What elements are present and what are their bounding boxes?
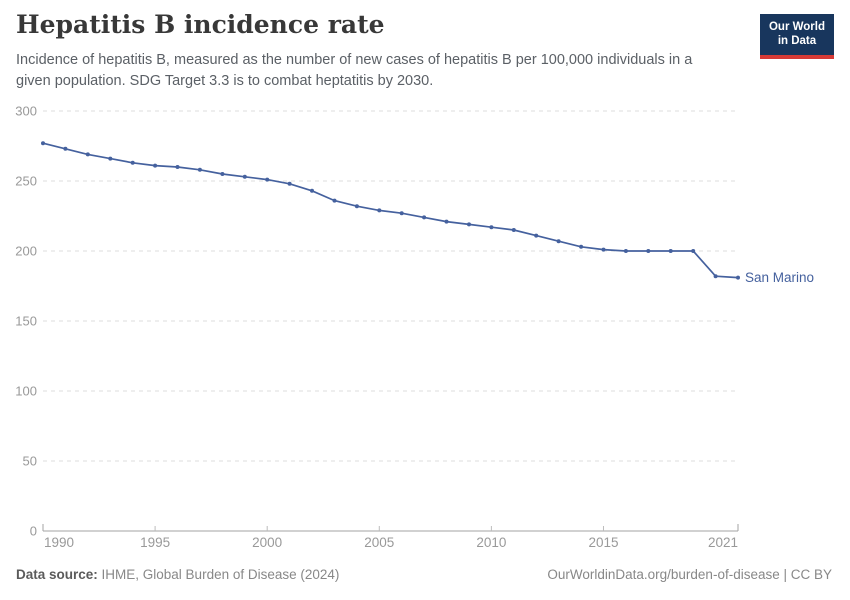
data-point[interactable] bbox=[220, 172, 225, 176]
y-tick-label: 100 bbox=[15, 384, 37, 399]
data-source-label: Data source: bbox=[16, 567, 98, 582]
chart-footer: Data source: IHME, Global Burden of Dise… bbox=[16, 567, 832, 582]
page-title: Hepatitis B incidence rate bbox=[16, 10, 385, 39]
data-point[interactable] bbox=[354, 204, 359, 209]
x-tick-label: 2015 bbox=[588, 535, 618, 550]
owid-logo-stripe bbox=[759, 54, 834, 59]
data-point[interactable] bbox=[153, 163, 158, 168]
data-point[interactable] bbox=[287, 181, 292, 186]
data-point[interactable] bbox=[601, 247, 606, 252]
data-point[interactable] bbox=[332, 198, 337, 203]
x-tick-label: 2010 bbox=[476, 535, 506, 550]
data-point[interactable] bbox=[310, 188, 314, 193]
x-tick-label: 2000 bbox=[252, 535, 282, 550]
chart-subtitle: Incidence of hepatitis B, measured as th… bbox=[16, 52, 693, 90]
data-point[interactable] bbox=[242, 174, 247, 179]
data-source-text: IHME, Global Burden of Disease (2024) bbox=[97, 567, 340, 582]
data-point[interactable] bbox=[444, 219, 449, 224]
line-chart[interactable]: 0 50 100 150 200 250 300 1990 1995 2000 2005 2010 20… bbox=[0, 0, 850, 560]
data-point[interactable] bbox=[130, 160, 135, 165]
owid-logo[interactable]: Our World in Data bbox=[759, 14, 834, 59]
owid-logo-line1: Our World bbox=[768, 21, 825, 33]
owid-logo-box: Our World in Data bbox=[759, 14, 834, 55]
data-point[interactable] bbox=[85, 152, 90, 157]
y-tick-label: 200 bbox=[15, 244, 37, 259]
series-end-label[interactable]: San Marino bbox=[745, 270, 814, 285]
data-point[interactable] bbox=[63, 146, 68, 151]
x-tick-label: 1990 bbox=[44, 535, 74, 550]
data-point[interactable] bbox=[399, 211, 404, 216]
y-tick-label: 300 bbox=[15, 104, 37, 119]
data-point[interactable] bbox=[467, 222, 471, 227]
data-point[interactable] bbox=[534, 233, 539, 238]
data-point[interactable] bbox=[713, 274, 718, 279]
data-point[interactable] bbox=[736, 275, 740, 280]
data-point[interactable] bbox=[646, 249, 651, 253]
data-point[interactable] bbox=[108, 156, 113, 161]
data-point[interactable] bbox=[691, 249, 696, 253]
data-point[interactable] bbox=[511, 228, 516, 232]
data-point[interactable] bbox=[623, 249, 628, 253]
data-point[interactable] bbox=[422, 215, 427, 220]
data-point[interactable] bbox=[197, 167, 202, 172]
data-source: Data source: IHME, Global Burden of Dise… bbox=[16, 567, 339, 582]
license-link[interactable]: OurWorldinData.org/burden-of-disease | C… bbox=[547, 567, 832, 582]
y-tick-label: 0 bbox=[30, 524, 37, 539]
y-tick-label: 250 bbox=[15, 174, 37, 189]
y-tick-label: 50 bbox=[23, 454, 37, 469]
x-tick-label: 2005 bbox=[364, 535, 394, 550]
data-point[interactable] bbox=[579, 244, 584, 249]
data-point[interactable] bbox=[556, 239, 561, 244]
data-point[interactable] bbox=[175, 165, 180, 169]
data-point[interactable] bbox=[489, 225, 494, 230]
owid-logo-line2: in Data bbox=[777, 35, 817, 48]
data-point[interactable] bbox=[668, 249, 673, 253]
x-tick-label: 2021 bbox=[708, 535, 738, 550]
series-line-san-marino[interactable] bbox=[42, 142, 739, 279]
data-point[interactable] bbox=[265, 177, 270, 182]
data-point[interactable] bbox=[377, 208, 382, 213]
x-tick-label: 1995 bbox=[140, 535, 170, 550]
y-tick-label: 150 bbox=[15, 314, 37, 329]
data-point[interactable] bbox=[41, 141, 45, 146]
